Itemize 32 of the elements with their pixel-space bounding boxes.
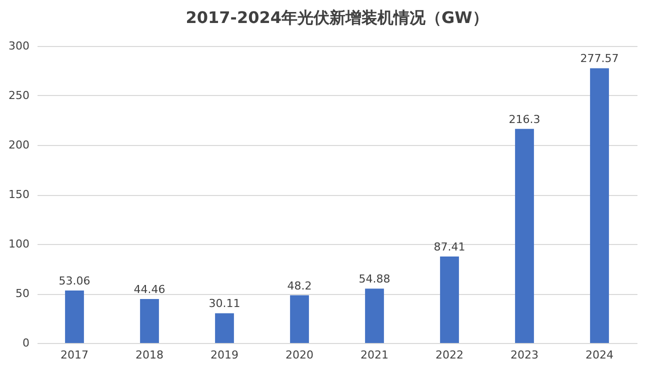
y-tick-label: 300 xyxy=(8,40,30,52)
bar xyxy=(290,295,309,343)
bar xyxy=(590,68,609,343)
x-tick-label: 2023 xyxy=(510,348,538,362)
x-tick-label: 2022 xyxy=(436,348,464,362)
x-tick-label: 2017 xyxy=(60,348,88,362)
data-label: 53.06 xyxy=(58,274,90,288)
bar xyxy=(515,128,534,343)
y-tick-label: 250 xyxy=(8,89,30,102)
data-label: 216.3 xyxy=(508,112,540,126)
data-label: 48.2 xyxy=(287,279,312,292)
y-tick-label: 200 xyxy=(8,138,30,152)
x-tick-label: 2021 xyxy=(360,348,388,362)
x-tick-label: 2019 xyxy=(210,348,238,362)
chart-title: 2017-2024年光伏新增装机情况（GW） xyxy=(186,8,488,27)
y-tick-label: 150 xyxy=(8,188,30,201)
bar xyxy=(65,290,84,343)
bar xyxy=(440,256,459,343)
y-tick-label: 0 xyxy=(22,336,30,350)
y-tick-label: 100 xyxy=(8,238,30,250)
y-tick-label: 50 xyxy=(16,287,30,300)
data-label: 44.46 xyxy=(134,282,166,296)
data-label: 30.11 xyxy=(208,297,240,310)
data-label: 277.57 xyxy=(580,52,619,66)
bar xyxy=(365,288,384,343)
x-tick-label: 2024 xyxy=(586,348,614,362)
data-label: 87.41 xyxy=(434,240,466,254)
bar xyxy=(215,313,234,343)
data-label: 54.88 xyxy=(358,272,390,286)
x-tick-label: 2020 xyxy=(286,348,314,362)
bar xyxy=(140,298,159,343)
x-tick-label: 2018 xyxy=(136,348,164,362)
